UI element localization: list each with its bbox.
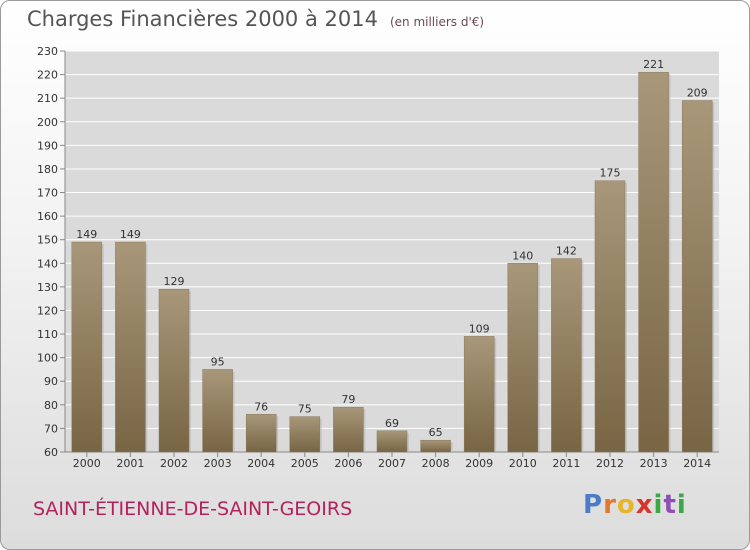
y-tick-label: 100 — [37, 352, 58, 365]
y-tick-label: 120 — [37, 304, 58, 317]
data-label: 76 — [254, 400, 268, 413]
y-tick-label: 170 — [37, 187, 58, 200]
y-tick-label: 210 — [37, 92, 58, 105]
y-tick-label: 230 — [37, 45, 58, 58]
chart-title: Charges Financières 2000 à 2014 (en milli… — [27, 7, 484, 31]
logo-letter: o — [616, 490, 636, 520]
logo-letter: r — [603, 490, 617, 520]
bar — [594, 180, 626, 453]
bar — [376, 430, 408, 453]
bar — [638, 71, 669, 453]
data-label: 79 — [341, 393, 355, 406]
x-tick-label: 2004 — [247, 457, 275, 470]
y-tick-label: 70 — [44, 422, 58, 435]
bar — [158, 288, 190, 453]
y-tick-label: 160 — [37, 210, 58, 223]
data-label: 65 — [429, 426, 443, 439]
logo-letter: i — [676, 490, 687, 520]
y-tick-label: 130 — [37, 281, 58, 294]
y-tick-label: 90 — [44, 375, 58, 388]
y-tick-label: 80 — [44, 399, 58, 412]
x-tick-label: 2005 — [291, 457, 319, 470]
chart-unit: (en milliers d'€) — [389, 15, 485, 29]
logo-letter: x — [635, 490, 654, 520]
data-label: 69 — [385, 417, 399, 430]
x-tick-label: 2009 — [465, 457, 493, 470]
y-tick-label: 110 — [37, 328, 58, 341]
data-label: 209 — [687, 87, 708, 100]
x-tick-label: 2003 — [204, 457, 232, 470]
data-label: 149 — [120, 228, 141, 241]
data-label: 129 — [164, 275, 185, 288]
y-tick-label: 220 — [37, 69, 58, 82]
data-label: 149 — [76, 228, 97, 241]
x-tick-label: 2000 — [73, 457, 101, 470]
chart-title-text: Charges Financières 2000 à 2014 — [27, 7, 378, 31]
y-tick-label: 190 — [37, 139, 58, 152]
data-label: 140 — [512, 249, 533, 262]
data-label: 95 — [211, 355, 225, 368]
x-tick-label: 2006 — [334, 457, 362, 470]
logo-letter: i — [653, 490, 664, 520]
commune-name: SAINT-ÉTIENNE-DE-SAINT-GEOIRS — [33, 498, 353, 520]
x-tick-label: 2014 — [683, 457, 711, 470]
bar — [551, 258, 582, 453]
data-label: 175 — [600, 167, 621, 180]
x-tick-label: 2013 — [640, 457, 668, 470]
logo-letter: P — [583, 490, 604, 520]
y-tick-label: 180 — [37, 163, 58, 176]
bar — [463, 336, 495, 453]
x-tick-label: 2001 — [116, 457, 144, 470]
logo-letter: t — [663, 490, 677, 520]
x-tick-label: 2008 — [422, 457, 450, 470]
data-label: 221 — [643, 58, 664, 71]
y-tick-label: 60 — [44, 446, 58, 459]
bar — [507, 263, 539, 453]
y-tick-label: 140 — [37, 257, 58, 270]
bar — [202, 369, 233, 453]
x-tick-label: 2002 — [160, 457, 188, 470]
bar — [681, 100, 713, 453]
x-tick-label: 2012 — [596, 457, 624, 470]
bar — [71, 241, 103, 453]
x-tick-label: 2010 — [509, 457, 537, 470]
bar — [289, 416, 321, 453]
bar — [333, 406, 364, 453]
bar — [245, 414, 277, 453]
bar — [420, 439, 451, 453]
y-tick-label: 150 — [37, 234, 58, 247]
proxiti-logo: Proxiti — [583, 490, 687, 520]
x-tick-label: 2011 — [552, 457, 580, 470]
data-label: 109 — [469, 322, 490, 335]
data-label: 75 — [298, 403, 312, 416]
bar — [115, 241, 146, 453]
x-tick-label: 2007 — [378, 457, 406, 470]
data-label: 142 — [556, 245, 577, 258]
y-tick-label: 200 — [37, 116, 58, 129]
